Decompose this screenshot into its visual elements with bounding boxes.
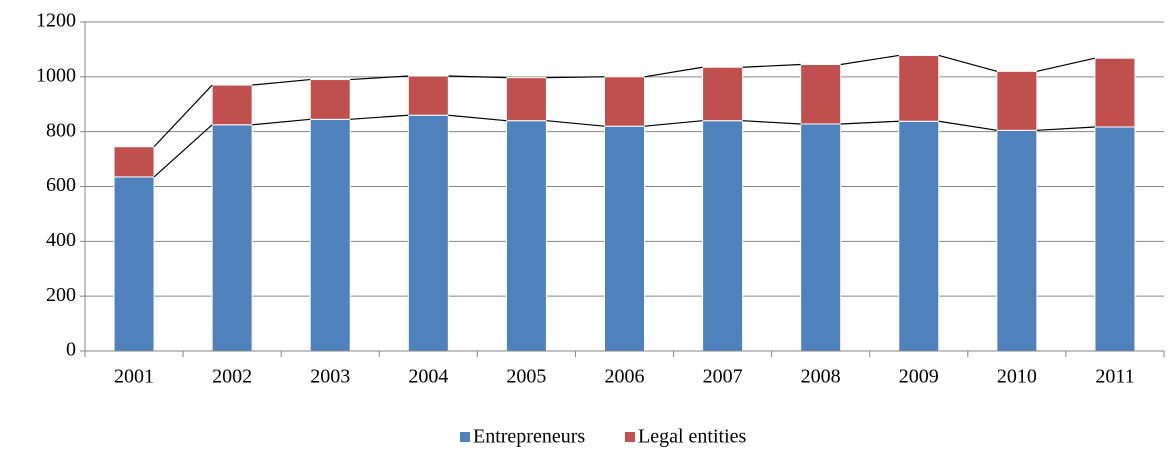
series-line <box>938 54 998 72</box>
bar-segment <box>898 54 940 122</box>
series-line <box>153 84 213 148</box>
x-tick-label: 2005 <box>506 366 546 388</box>
bar-segment <box>505 120 547 352</box>
bar-segment <box>113 146 155 178</box>
bar-segment <box>505 77 547 122</box>
bar-segment <box>1094 126 1136 352</box>
bar-segment <box>113 176 155 352</box>
bar-segment <box>309 118 351 352</box>
series-line <box>1036 126 1095 131</box>
bar-segment <box>800 123 842 352</box>
series-line <box>252 78 311 86</box>
bar-segment <box>407 75 449 116</box>
legend-swatch <box>625 432 635 442</box>
series-line <box>938 120 997 131</box>
bar-segment <box>702 66 744 122</box>
series-line <box>153 124 213 178</box>
series-line <box>448 114 507 122</box>
y-tick-label: 1000 <box>36 64 76 86</box>
series-line <box>742 120 801 125</box>
x-tick-label: 2011 <box>1095 366 1134 388</box>
bar-segment <box>604 125 645 352</box>
bar-segment <box>1094 57 1136 128</box>
y-tick-label: 200 <box>46 284 76 306</box>
series-line <box>252 118 311 126</box>
x-tick-label: 2007 <box>703 366 743 388</box>
bar-segment <box>407 114 449 352</box>
y-tick-label: 0 <box>66 339 76 361</box>
y-tick-label: 1200 <box>36 10 76 32</box>
x-tick-label: 2009 <box>899 366 939 388</box>
bar-segment <box>604 76 645 127</box>
x-tick-label: 2006 <box>605 366 645 388</box>
series-line <box>546 120 605 127</box>
x-tick-label: 2002 <box>212 366 252 388</box>
x-tick-label: 2004 <box>408 366 448 388</box>
bar-segment <box>211 124 253 352</box>
legend-swatch <box>460 432 470 442</box>
series-line <box>350 114 409 120</box>
x-tick-label: 2001 <box>114 366 154 388</box>
bar-segment <box>800 63 842 125</box>
series-line <box>448 75 507 79</box>
x-tick-label: 2010 <box>997 366 1037 388</box>
series-line <box>840 54 899 66</box>
bar-segment <box>898 120 940 352</box>
legend-label: Legal entities <box>638 426 747 448</box>
y-tick-label: 800 <box>46 119 76 141</box>
x-tick-label: 2008 <box>801 366 841 388</box>
series-line <box>546 76 605 79</box>
bar-segment <box>702 120 744 352</box>
series-line <box>1036 57 1096 72</box>
bar-segment <box>996 70 1038 131</box>
bar-segment <box>309 79 351 120</box>
y-tick-label: 400 <box>46 229 76 251</box>
series-line <box>840 120 899 125</box>
bar-segment <box>211 84 253 126</box>
bar-segment <box>996 129 1038 352</box>
series-line <box>350 75 409 81</box>
series-line <box>742 63 801 68</box>
x-tick-label: 2003 <box>310 366 350 388</box>
y-tick-label: 600 <box>46 174 76 196</box>
legend-label: Entrepreneurs <box>473 426 585 448</box>
series-line <box>644 120 703 127</box>
series-line <box>644 66 703 78</box>
